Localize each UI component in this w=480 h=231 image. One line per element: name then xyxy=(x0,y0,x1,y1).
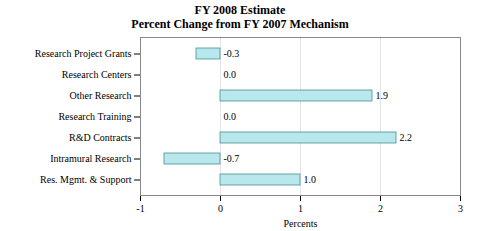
html-text:FY 2008 Estimate Percent Chang: FY 2008 Estimate Percent Change from FY … xyxy=(131,3,349,31)
svg-text:0.0: 0.0 xyxy=(224,69,237,80)
svg-text:3: 3 xyxy=(458,203,463,214)
svg-text:Research Training: Research Training xyxy=(58,111,131,122)
svg-text:Research Centers: Research Centers xyxy=(62,69,132,80)
svg-text:1.9: 1.9 xyxy=(376,90,389,101)
svg-text:Intramural Research: Intramural Research xyxy=(50,153,131,164)
svg-text:1: 1 xyxy=(298,203,303,214)
svg-text:1.0: 1.0 xyxy=(304,174,317,185)
svg-text:-0.7: -0.7 xyxy=(224,153,240,164)
svg-text:0: 0 xyxy=(218,203,223,214)
svg-text:R&D Contracts: R&D Contracts xyxy=(69,132,132,143)
svg-text:-0.3: -0.3 xyxy=(224,48,240,59)
svg-text:Percents: Percents xyxy=(284,218,318,229)
svg-text:-1: -1 xyxy=(136,203,144,214)
svg-text:Other Research: Other Research xyxy=(70,90,132,101)
svg-text:Res. Mgmt. & Support: Res. Mgmt. & Support xyxy=(40,174,132,185)
svg-text:0.0: 0.0 xyxy=(224,111,237,122)
svg-text:2.2: 2.2 xyxy=(400,132,413,143)
svg-text:Research Project Grants: Research Project Grants xyxy=(35,48,132,59)
svg-text:2: 2 xyxy=(378,203,383,214)
